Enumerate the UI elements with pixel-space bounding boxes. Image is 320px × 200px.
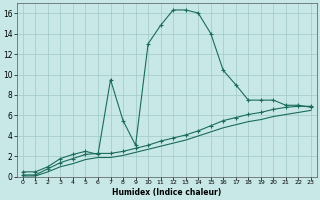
X-axis label: Humidex (Indice chaleur): Humidex (Indice chaleur) <box>112 188 221 197</box>
